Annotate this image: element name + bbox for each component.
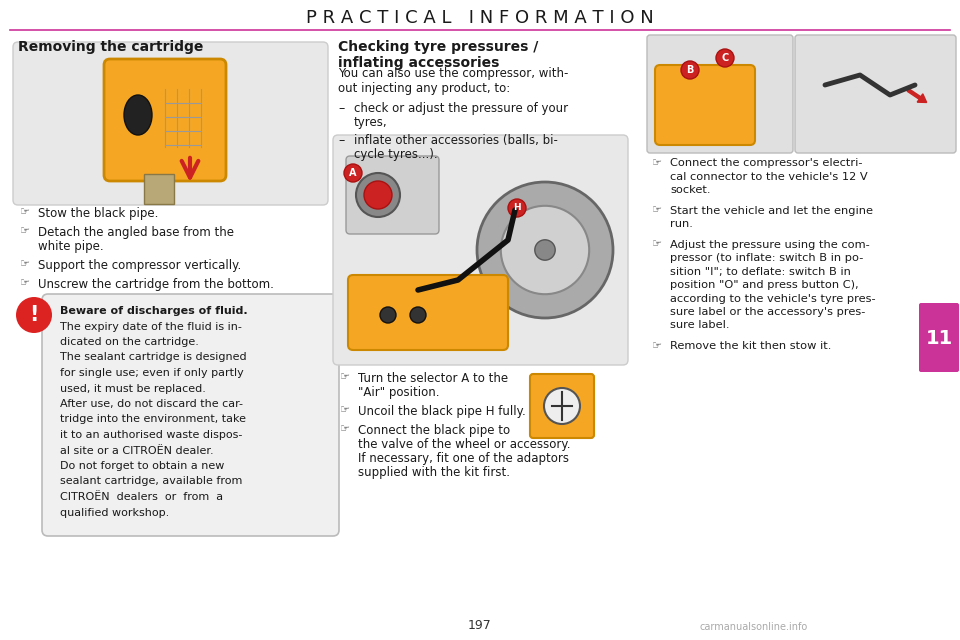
- Text: dicated on the cartridge.: dicated on the cartridge.: [60, 337, 199, 347]
- Text: ☞: ☞: [20, 259, 30, 269]
- Text: out injecting any product, to:: out injecting any product, to:: [338, 82, 511, 95]
- Text: sealant cartridge, available from: sealant cartridge, available from: [60, 477, 242, 486]
- Circle shape: [544, 388, 580, 424]
- Text: cal connector to the vehicle's 12 V: cal connector to the vehicle's 12 V: [670, 172, 868, 182]
- Text: CITROËN  dealers  or  from  a: CITROËN dealers or from a: [60, 492, 223, 502]
- Text: Connect the black pipe to: Connect the black pipe to: [358, 424, 510, 437]
- Text: run.: run.: [670, 219, 693, 229]
- Text: 11: 11: [925, 328, 952, 348]
- FancyBboxPatch shape: [655, 65, 755, 145]
- Text: position "O" and press button C),: position "O" and press button C),: [670, 280, 858, 290]
- Circle shape: [501, 206, 589, 294]
- Text: ☞: ☞: [652, 158, 662, 168]
- Text: al site or a CITROËN dealer.: al site or a CITROËN dealer.: [60, 445, 214, 456]
- Text: used, it must be replaced.: used, it must be replaced.: [60, 383, 205, 394]
- Text: Beware of discharges of fluid.: Beware of discharges of fluid.: [60, 306, 248, 316]
- Circle shape: [681, 61, 699, 79]
- Text: tridge into the environment, take: tridge into the environment, take: [60, 415, 246, 424]
- Text: ☞: ☞: [652, 205, 662, 216]
- Text: P R A C T I C A L   I N F O R M A T I O N: P R A C T I C A L I N F O R M A T I O N: [306, 9, 654, 27]
- Text: Support the compressor vertically.: Support the compressor vertically.: [38, 259, 241, 272]
- Circle shape: [16, 297, 52, 333]
- Text: ☞: ☞: [20, 207, 30, 217]
- Text: supplied with the kit first.: supplied with the kit first.: [358, 466, 510, 479]
- Circle shape: [380, 307, 396, 323]
- Text: sure label or the accessory's pres-: sure label or the accessory's pres-: [670, 307, 865, 317]
- Text: –: –: [338, 102, 345, 115]
- Text: ☞: ☞: [20, 278, 30, 288]
- Text: Adjust the pressure using the com-: Adjust the pressure using the com-: [670, 239, 870, 250]
- Circle shape: [364, 181, 392, 209]
- Text: Remove the kit then stow it.: Remove the kit then stow it.: [670, 341, 831, 351]
- Text: Connect the compressor's electri-: Connect the compressor's electri-: [670, 158, 862, 168]
- Text: Unscrew the cartridge from the bottom.: Unscrew the cartridge from the bottom.: [38, 278, 274, 291]
- Text: H: H: [514, 204, 521, 212]
- Text: You can also use the compressor, with-: You can also use the compressor, with-: [338, 67, 568, 80]
- Text: Detach the angled base from the: Detach the angled base from the: [38, 226, 234, 239]
- Circle shape: [344, 164, 362, 182]
- FancyBboxPatch shape: [144, 174, 174, 204]
- Text: inflate other accessories (balls, bi-: inflate other accessories (balls, bi-: [354, 134, 558, 147]
- Text: pressor (to inflate: switch B in po-: pressor (to inflate: switch B in po-: [670, 253, 863, 263]
- FancyBboxPatch shape: [104, 59, 226, 181]
- Text: tyres,: tyres,: [354, 116, 388, 129]
- Text: ☞: ☞: [20, 226, 30, 236]
- FancyBboxPatch shape: [795, 35, 956, 153]
- Text: Do not forget to obtain a new: Do not forget to obtain a new: [60, 461, 225, 471]
- Text: sition "I"; to deflate: switch B in: sition "I"; to deflate: switch B in: [670, 266, 851, 276]
- Text: C: C: [721, 53, 729, 63]
- Circle shape: [410, 307, 426, 323]
- Ellipse shape: [124, 95, 152, 135]
- Text: B: B: [686, 65, 694, 75]
- Text: After use, do not discard the car-: After use, do not discard the car-: [60, 399, 243, 409]
- Text: ☞: ☞: [340, 405, 350, 415]
- FancyArrow shape: [907, 89, 926, 102]
- Text: ☞: ☞: [340, 424, 350, 434]
- FancyBboxPatch shape: [348, 275, 508, 350]
- Text: it to an authorised waste dispos-: it to an authorised waste dispos-: [60, 430, 242, 440]
- Text: ☞: ☞: [652, 341, 662, 351]
- Circle shape: [716, 49, 734, 67]
- Text: Checking tyre pressures /
inflating accessories: Checking tyre pressures / inflating acce…: [338, 40, 539, 70]
- FancyBboxPatch shape: [333, 135, 628, 365]
- Text: white pipe.: white pipe.: [38, 240, 104, 253]
- Text: Turn the selector A to the: Turn the selector A to the: [358, 372, 508, 385]
- Text: cycle tyres...).: cycle tyres...).: [354, 148, 438, 161]
- Text: socket.: socket.: [670, 185, 710, 195]
- Text: check or adjust the pressure of your: check or adjust the pressure of your: [354, 102, 568, 115]
- Circle shape: [356, 173, 400, 217]
- Text: ☞: ☞: [652, 239, 662, 250]
- FancyBboxPatch shape: [919, 303, 959, 372]
- Text: sure label.: sure label.: [670, 321, 730, 330]
- Text: The sealant cartridge is designed: The sealant cartridge is designed: [60, 353, 247, 362]
- FancyBboxPatch shape: [647, 35, 793, 153]
- Text: "Air" position.: "Air" position.: [358, 386, 440, 399]
- FancyBboxPatch shape: [346, 156, 439, 234]
- Text: A: A: [349, 168, 357, 178]
- Text: Start the vehicle and let the engine: Start the vehicle and let the engine: [670, 205, 873, 216]
- Text: Stow the black pipe.: Stow the black pipe.: [38, 207, 158, 220]
- Text: !: !: [30, 305, 38, 325]
- Text: 197: 197: [468, 619, 492, 632]
- Text: qualified workshop.: qualified workshop.: [60, 508, 169, 518]
- Text: for single use; even if only partly: for single use; even if only partly: [60, 368, 244, 378]
- Circle shape: [535, 240, 555, 260]
- Text: The expiry date of the fluid is in-: The expiry date of the fluid is in-: [60, 321, 242, 332]
- Text: –: –: [338, 134, 345, 147]
- Circle shape: [508, 199, 526, 217]
- Text: Removing the cartridge: Removing the cartridge: [18, 40, 204, 54]
- FancyBboxPatch shape: [13, 42, 328, 205]
- Text: Uncoil the black pipe H fully.: Uncoil the black pipe H fully.: [358, 405, 526, 418]
- Text: ☞: ☞: [340, 372, 350, 382]
- FancyBboxPatch shape: [42, 294, 339, 536]
- Text: according to the vehicle's tyre pres-: according to the vehicle's tyre pres-: [670, 294, 876, 303]
- Text: the valve of the wheel or accessory.: the valve of the wheel or accessory.: [358, 438, 570, 451]
- Circle shape: [477, 182, 613, 318]
- FancyBboxPatch shape: [530, 374, 594, 438]
- Text: carmanualsonline.info: carmanualsonline.info: [700, 622, 808, 632]
- Text: If necessary, fit one of the adaptors: If necessary, fit one of the adaptors: [358, 452, 569, 465]
